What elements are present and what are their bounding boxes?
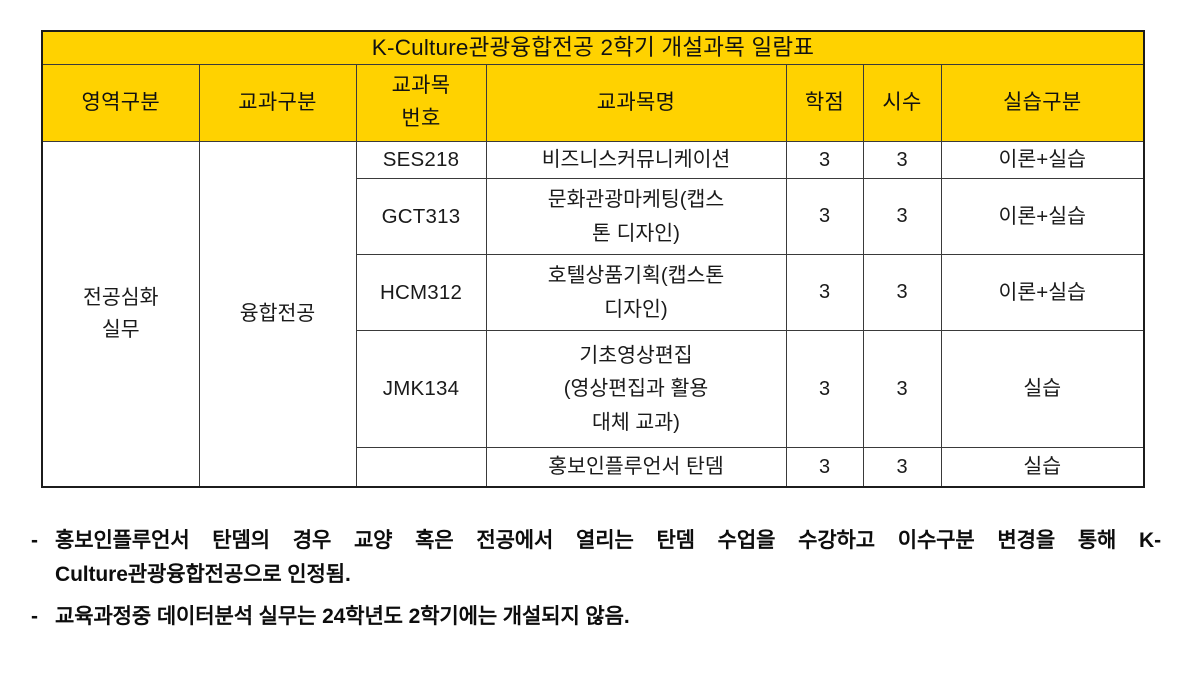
cell-hours: 3 bbox=[862, 330, 942, 448]
cell-course-name-line: 홍보인플루언서 탄뎀 bbox=[548, 455, 724, 479]
column-header-code: 교과목 번호 bbox=[355, 64, 487, 142]
cell-credit: 3 bbox=[785, 254, 864, 331]
notes-list: - 홍보인플루언서 탄뎀의 경우 교양 혹은 전공에서 열리는 탄뎀 수업을 수… bbox=[31, 524, 1161, 642]
cell-code: GCT313 bbox=[355, 178, 487, 255]
cell-credit: 3 bbox=[785, 447, 864, 488]
cell-course-name-line: 톤 디자인) bbox=[592, 221, 680, 245]
cell-hours: 3 bbox=[862, 141, 942, 179]
cell-code bbox=[355, 447, 487, 488]
column-header-code-line1: 교과목 bbox=[391, 74, 451, 98]
cell-course-name: 홍보인플루언서 탄뎀 bbox=[485, 447, 787, 488]
course-table-container: K-Culture관광융합전공 2학기 개설과목 일람표 영역구분 교과구분 교… bbox=[41, 30, 1145, 488]
cell-course-name-line: 문화관광마케팅(캡스 bbox=[547, 188, 725, 212]
note-dash-marker: - bbox=[31, 605, 38, 629]
cell-practice-type: 이론+실습 bbox=[940, 254, 1145, 331]
cell-area-line1: 전공심화 bbox=[83, 286, 159, 310]
column-header-group: 교과구분 bbox=[198, 64, 357, 142]
cell-area-line2: 실무 bbox=[101, 318, 140, 341]
cell-code: HCM312 bbox=[355, 254, 487, 331]
cell-course-name: 기초영상편집 (영상편집과 활용 대체 교과) bbox=[485, 330, 787, 448]
cell-practice-type: 실습 bbox=[940, 447, 1145, 488]
note-text: 교육과정중 데이터분석 실무는 24학년도 2학기에는 개설되지 않음. bbox=[55, 605, 630, 629]
note-text: 홍보인플루언서 탄뎀의 경우 교양 혹은 전공에서 열리는 탄뎀 수업을 수강하… bbox=[55, 529, 1161, 587]
table-header-row: 영역구분 교과구분 교과목 번호 교과목명 학점 시수 실습구분 bbox=[41, 64, 1145, 142]
cell-practice-type: 이론+실습 bbox=[940, 178, 1145, 255]
table-head: K-Culture관광융합전공 2학기 개설과목 일람표 영역구분 교과구분 교… bbox=[41, 30, 1145, 142]
cell-course-name-line: 비즈니스커뮤니케이션 bbox=[541, 148, 731, 172]
column-header-area: 영역구분 bbox=[41, 64, 200, 142]
column-header-type: 실습구분 bbox=[940, 64, 1145, 142]
cell-practice-type: 실습 bbox=[940, 330, 1145, 448]
table-row: GCT313 문화관광마케팅(캡스 톤 디자인) 3 3 이론+실습 bbox=[42, 178, 1145, 255]
note-item: - 홍보인플루언서 탄뎀의 경우 교양 혹은 전공에서 열리는 탄뎀 수업을 수… bbox=[31, 524, 1161, 592]
cell-course-name: 호텔상품기획(캡스톤 디자인) bbox=[485, 254, 787, 331]
table-row: HCM312 호텔상품기획(캡스톤 디자인) 3 3 이론+실습 bbox=[42, 254, 1145, 331]
table-row: 홍보인플루언서 탄뎀 3 3 실습 bbox=[42, 447, 1145, 488]
cell-course-name-line: 디자인) bbox=[604, 297, 668, 321]
cell-course-name-line: 호텔상품기획(캡스톤 bbox=[547, 264, 725, 288]
cell-code: SES218 bbox=[355, 141, 487, 179]
cell-credit: 3 bbox=[785, 141, 864, 179]
table-row: 전공심화 실무 융합전공 SES218 비즈니스커뮤니케이션 3 3 이론+실습 bbox=[41, 141, 1145, 488]
cell-practice-type: 이론+실습 bbox=[940, 141, 1145, 179]
note-dash-marker: - bbox=[31, 529, 38, 552]
cell-hours: 3 bbox=[862, 254, 942, 331]
cell-course-name-line: 기초영상편집 bbox=[579, 344, 693, 368]
cell-hours: 3 bbox=[862, 178, 942, 255]
column-header-name: 교과목명 bbox=[485, 64, 787, 142]
cell-course-name: 문화관광마케팅(캡스 톤 디자인) bbox=[485, 178, 787, 255]
cell-hours: 3 bbox=[862, 447, 942, 488]
cell-course-name-line: 대체 교과) bbox=[592, 410, 680, 434]
cell-group-merged: 융합전공 bbox=[198, 141, 357, 488]
cell-course-name-line: (영상편집과 활용 bbox=[563, 377, 709, 401]
note-item: - 교육과정중 데이터분석 실무는 24학년도 2학기에는 개설되지 않음. bbox=[31, 600, 1161, 634]
cell-area-merged: 전공심화 실무 bbox=[41, 141, 200, 488]
cell-credit: 3 bbox=[785, 330, 864, 448]
table-row: JMK134 기초영상편집 (영상편집과 활용 대체 교과) 3 3 실습 bbox=[42, 330, 1145, 448]
column-header-credit: 학점 bbox=[785, 64, 864, 142]
table-title-row: K-Culture관광융합전공 2학기 개설과목 일람표 bbox=[41, 30, 1145, 65]
cell-credit: 3 bbox=[785, 178, 864, 255]
cell-code: JMK134 bbox=[355, 330, 487, 448]
table-body: 전공심화 실무 융합전공 SES218 비즈니스커뮤니케이션 3 3 이론+실습… bbox=[41, 141, 1145, 488]
course-table: K-Culture관광융합전공 2학기 개설과목 일람표 영역구분 교과구분 교… bbox=[41, 30, 1145, 488]
column-header-hours: 시수 bbox=[862, 64, 942, 142]
cell-course-name: 비즈니스커뮤니케이션 bbox=[485, 141, 787, 179]
column-header-code-line2: 번호 bbox=[401, 107, 441, 130]
table-title: K-Culture관광융합전공 2학기 개설과목 일람표 bbox=[41, 30, 1145, 65]
